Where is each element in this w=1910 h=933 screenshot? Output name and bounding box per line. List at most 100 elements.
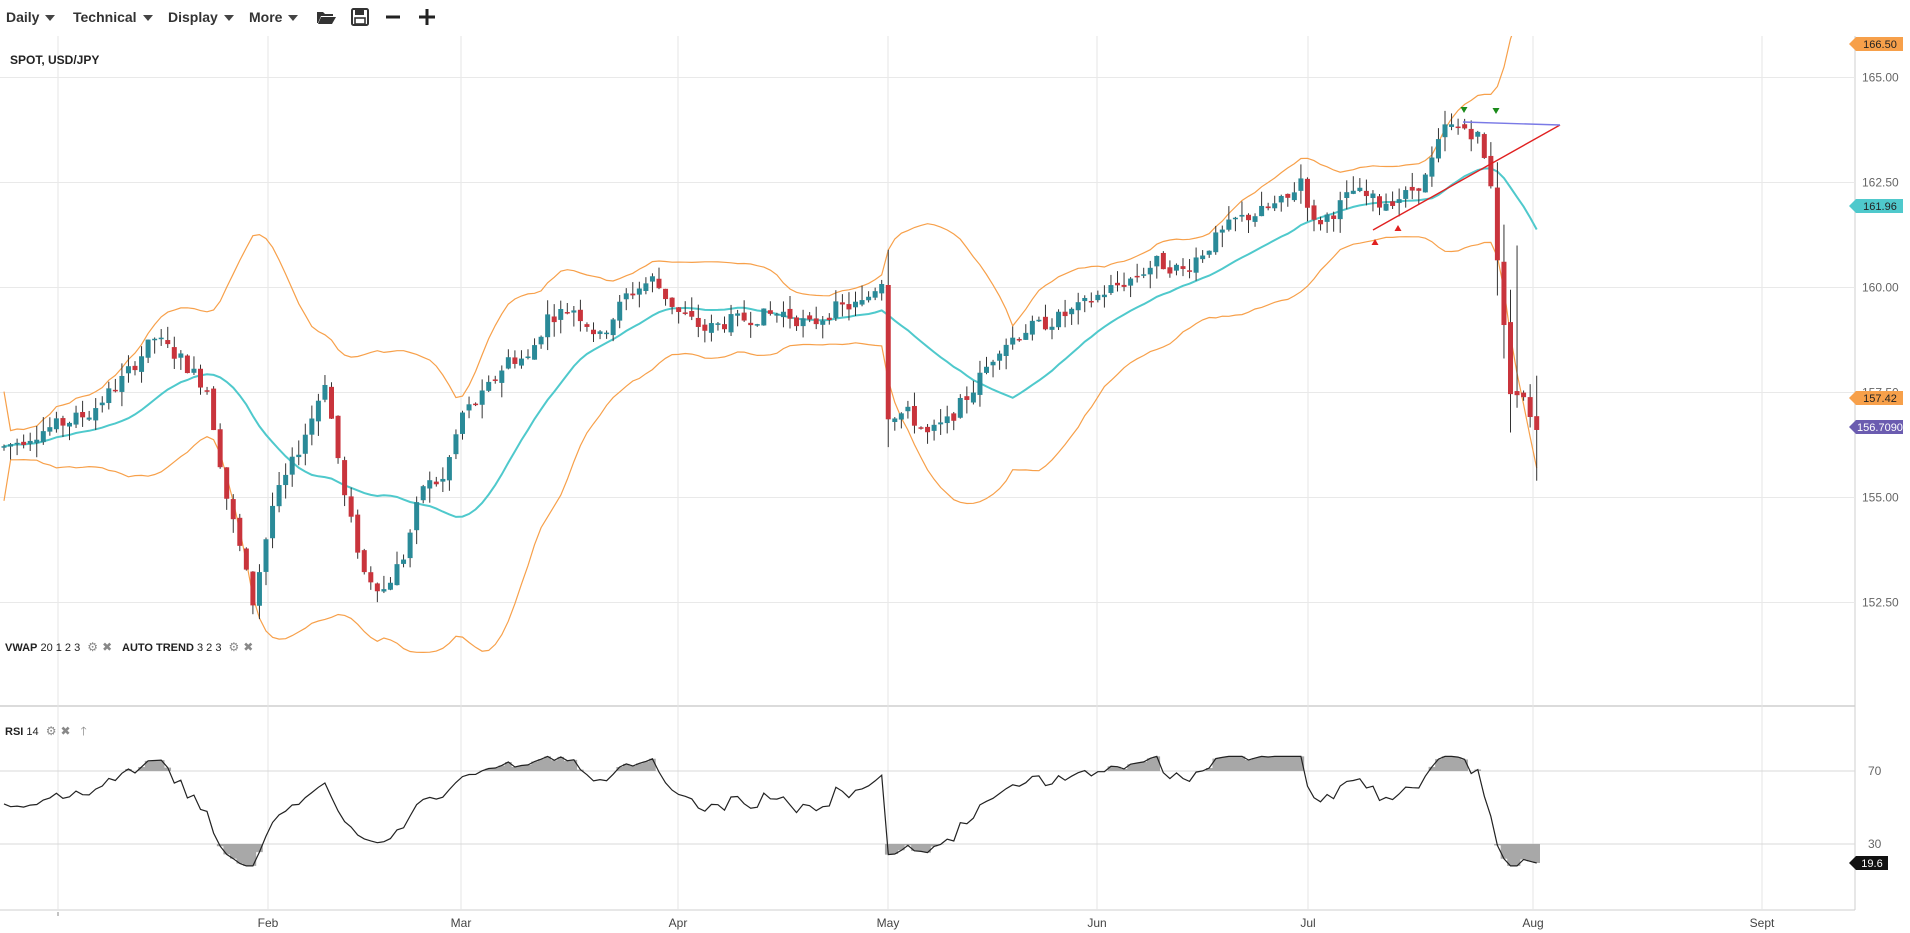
technical-menu[interactable]: Technical [73,8,153,26]
candle-body [184,355,190,374]
candle-body [1206,250,1212,255]
display-menu[interactable]: Display [168,8,234,26]
candle-body [702,324,708,331]
candle-body [1029,320,1035,335]
chevron-down-icon [223,15,234,22]
candle-body [73,412,79,425]
vwap-params: 20 1 2 3 [40,642,81,654]
candle-body [276,485,282,507]
candle-body [8,444,14,447]
toolbar: Daily Technical Display More [0,0,1910,37]
trend-down-marker [1460,107,1468,113]
candle-body [198,368,203,388]
candle-body [348,496,354,517]
candle-body [748,322,754,326]
auto-trend-params: 3 2 3 [196,642,222,654]
candle-body [695,317,701,327]
candle-body [499,370,505,383]
candle-body [964,396,970,400]
more-menu[interactable]: More [249,8,299,26]
candle-body [787,308,793,319]
candle-body [1435,139,1441,159]
candle-body [682,312,688,314]
candle-body [1416,188,1422,191]
candle-body [479,390,485,405]
arrow-up-icon[interactable]: 🡑 [80,724,87,738]
candle-body [211,388,217,431]
candle-body [1272,203,1278,209]
candle-body [53,418,59,430]
candle-body [820,320,826,325]
close-icon[interactable]: ✖ [102,640,113,654]
candle-body [335,415,341,459]
candle-body [1481,134,1487,158]
candle-body [558,309,564,320]
candle-body [649,276,655,282]
candle-body [86,417,92,420]
chevron-down-icon [288,15,299,22]
close-icon[interactable]: ✖ [243,640,254,654]
zoom-in-icon[interactable] [416,6,438,28]
candle-body [394,564,400,586]
candle-body [329,386,334,419]
middle-band-badge-label: 161.96 [1863,201,1897,213]
candle-body [630,293,636,296]
gear-icon[interactable]: ⚙ [45,724,57,738]
candle-body [1088,300,1094,303]
candle-body [1377,196,1382,208]
candle-body [1527,397,1533,417]
vwap-label: VWAP [5,642,38,654]
candle-body [885,284,891,420]
candle-body [171,347,177,359]
candle-body [977,372,983,395]
candle-body [931,424,937,431]
candle-body [990,361,996,366]
candle-body [106,388,112,404]
rsi-overbought-fill [125,756,1482,771]
candle-body [420,486,426,501]
candle-body [938,422,944,425]
candle-body [663,288,669,300]
candle-body [1298,178,1304,191]
candle-body [1449,124,1455,127]
candle-body [918,427,924,429]
candle-body [826,317,832,321]
zoom-out-icon[interactable] [382,6,404,28]
candle-body [1239,214,1245,217]
candle-body [597,331,603,334]
save-icon[interactable] [349,6,371,28]
candle-body [230,499,236,520]
candle-body [47,427,53,432]
candle-body [1121,284,1127,287]
candle-body [905,406,911,412]
candle-body [1311,205,1317,220]
candle-body [322,384,328,400]
gear-icon[interactable]: ⚙ [228,640,240,654]
timeframe-menu[interactable]: Daily [6,8,56,26]
candle-body [1187,270,1193,272]
candle-body [1154,255,1160,267]
gear-icon[interactable]: ⚙ [87,640,99,654]
price-chart[interactable]: Feb Mar Apr May Jun Jul Aug Sept 152.50 155.00 157… [0,36,1910,933]
auto-trend-legend: AUTO TREND 3 2 3 ⚙ ✖ [122,640,253,654]
upper-bollinger-band [3,36,1513,432]
technical-menu-label: Technical [73,9,137,25]
last-price-badge-label: 156.7090 [1857,422,1903,434]
candle-body [898,413,904,420]
candle-body [610,319,616,336]
candle-body [525,356,531,359]
chevron-down-icon [45,15,56,22]
month-label: Sept [1750,916,1775,930]
close-icon[interactable]: ✖ [60,724,71,738]
price-tick-label: 152.50 [1862,596,1899,610]
candle-body [518,358,524,366]
candle-body [80,412,86,418]
candle-body [165,340,171,345]
candle-body [1108,285,1114,293]
candle-body [669,297,675,307]
candle-body [315,400,321,422]
folder-open-icon[interactable] [315,6,337,28]
candle-body [1128,278,1134,286]
candle-body [1396,199,1402,203]
month-label: Apr [669,916,688,930]
